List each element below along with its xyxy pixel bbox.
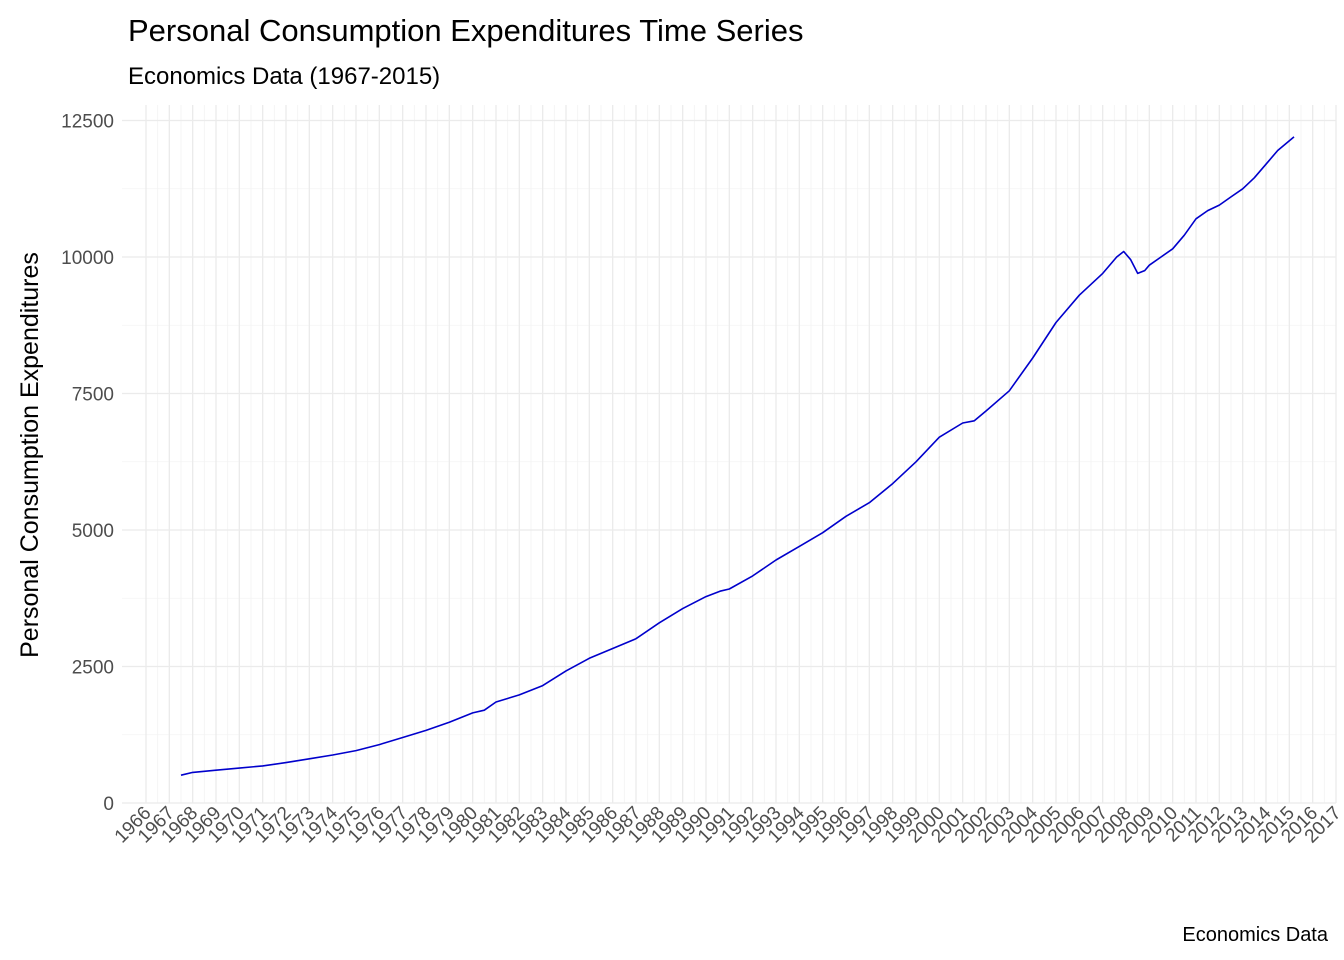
series-layer [180, 136, 1295, 776]
y-tick-label: 2500 [72, 658, 114, 679]
y-axis-ticks: 0 2500 5000 7500 10000 12500 [61, 112, 114, 816]
series-line [180, 136, 1295, 776]
y-tick-label: 10000 [61, 248, 114, 269]
gridlines [122, 105, 1337, 804]
y-tick-label: 12500 [61, 112, 114, 133]
y-axis-label: Personal Consumption Expenditures [16, 252, 44, 658]
chart-subtitle: Economics Data (1967-2015) [128, 63, 440, 90]
y-tick-label: 5000 [72, 521, 114, 542]
chart-title: Personal Consumption Expenditures Time S… [128, 13, 803, 48]
x-axis-ticks: 1966196719681969197019711972197319741975… [111, 802, 1344, 847]
y-tick-label: 0 [103, 794, 114, 815]
chart-caption: Economics Data [1182, 924, 1328, 946]
y-tick-label: 7500 [72, 385, 114, 406]
